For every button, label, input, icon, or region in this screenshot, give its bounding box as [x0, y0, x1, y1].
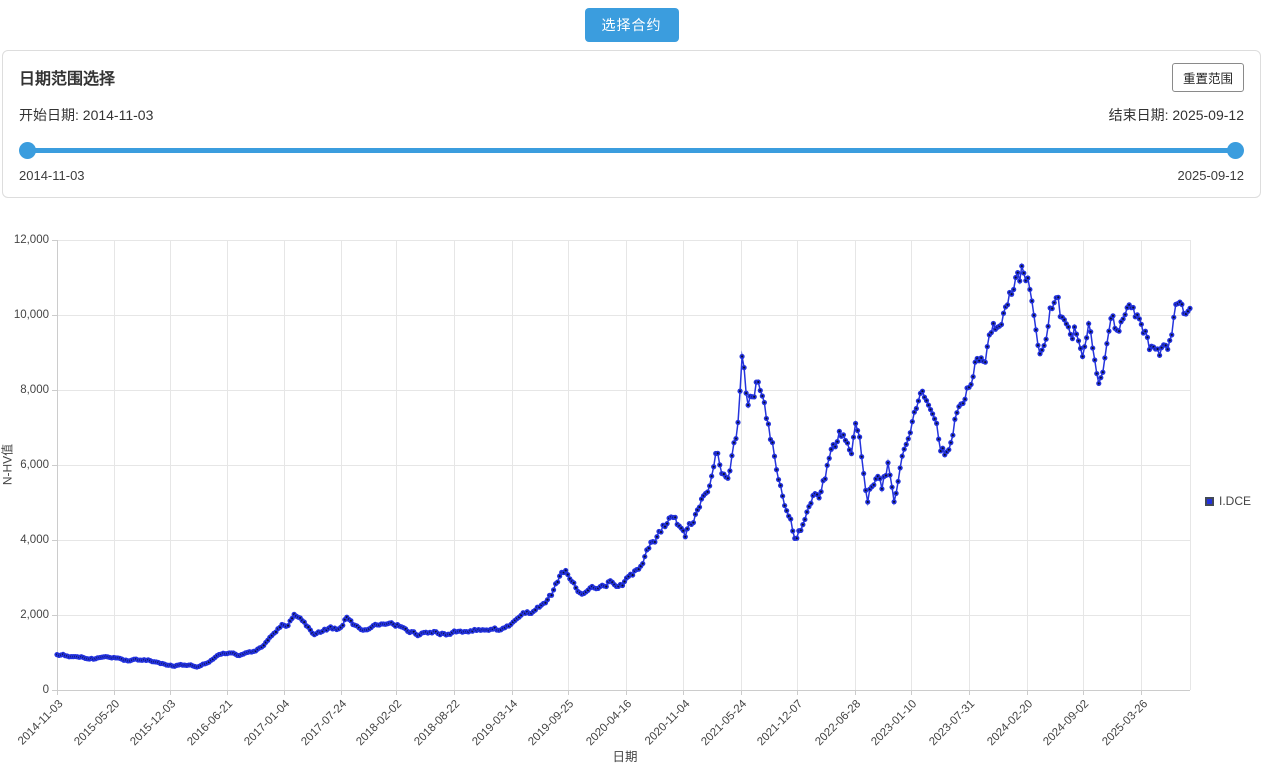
select-contract-button[interactable]: 选择合约 [584, 8, 679, 42]
date-range-slider [19, 142, 1244, 159]
reset-range-button[interactable]: 重置范围 [1171, 62, 1244, 92]
slider-max-label: 2025-09-12 [1177, 168, 1245, 183]
date-range-panel: 日期范围选择 重置范围 开始日期: 2014-11-03 结束日期: 2025-… [2, 50, 1261, 198]
date-range-panel-header: 日期范围选择 重置范围 [19, 62, 1244, 92]
start-date-label: 开始日期: 2014-11-03 [19, 107, 154, 123]
slider-track[interactable] [19, 142, 1244, 159]
x-axis-title: 日期 [612, 750, 638, 764]
top-bar: 选择合约 [0, 0, 1263, 50]
y-tick-label: 0 [42, 684, 49, 696]
slider-handle-start[interactable] [19, 142, 36, 159]
y-tick-label: 4,000 [20, 534, 49, 546]
y-axis-title: N-HV值 [0, 443, 15, 486]
nhv-chart: 0 2,000 4,000 6,000 8,000 10,000 12,000 2014-11… [0, 206, 1263, 771]
chart-plot-area[interactable] [0, 206, 1263, 771]
slider-min-label: 2014-11-03 [19, 168, 85, 183]
end-date-label: 结束日期: 2025-09-12 [1108, 107, 1244, 123]
date-row: 开始日期: 2014-11-03 结束日期: 2025-09-12 [19, 105, 1244, 125]
date-range-title: 日期范围选择 [19, 71, 116, 88]
slider-handle-end[interactable] [1227, 142, 1244, 159]
y-tick-label: 6,000 [20, 459, 49, 471]
y-tick-label: 10,000 [13, 309, 49, 321]
y-tick-label: 12,000 [13, 234, 49, 246]
legend-label: I.DCE [1219, 494, 1252, 508]
legend-marker-icon [1205, 496, 1214, 506]
legend-item-idce[interactable]: I.DCE [1205, 494, 1251, 508]
slider-labels: 2014-11-03 2025-09-12 [19, 168, 1244, 183]
y-tick-label: 2,000 [20, 609, 49, 621]
y-tick-label: 8,000 [20, 384, 49, 396]
